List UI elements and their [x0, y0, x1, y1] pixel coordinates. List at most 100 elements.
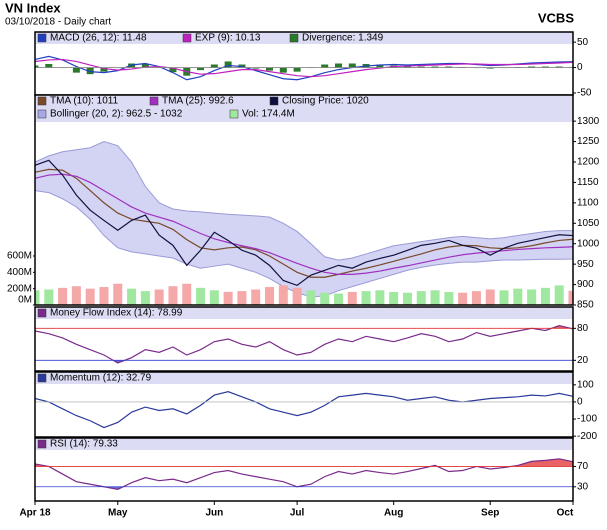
y-tick-label: -50: [577, 88, 592, 99]
volume-bar: [333, 293, 343, 305]
series-line: [35, 173, 573, 275]
panel-border: [34, 94, 574, 306]
legend-bg: [35, 32, 573, 44]
volume-bar: [306, 290, 316, 305]
legend-label: EXP (9): 10.13: [195, 33, 261, 44]
series-line: [35, 458, 573, 490]
legend-label: Closing Price: 1020: [282, 96, 369, 107]
threshold-fill: [35, 458, 573, 467]
divergence-bar: [266, 67, 274, 71]
volume-bar: [265, 287, 275, 305]
y-tick-label: 20: [577, 355, 589, 366]
legend-swatch: [289, 33, 299, 43]
panel-border: [34, 437, 574, 502]
divergence-bar: [431, 66, 439, 68]
legend-bg: [35, 438, 573, 450]
volume-bar: [389, 291, 399, 305]
plot: [35, 391, 573, 429]
x-tick-label: Sep: [481, 508, 499, 519]
legend-swatch: [37, 33, 47, 43]
legend-bg: [35, 95, 573, 122]
y-tick-label: -100: [577, 414, 597, 425]
legend-bg: [35, 307, 573, 319]
legend-swatch: [37, 308, 47, 318]
volume-bar: [499, 290, 509, 305]
legend-swatch: [37, 96, 47, 106]
volume-bar: [196, 287, 206, 305]
divergence-bar: [445, 66, 453, 68]
volume-bar: [113, 283, 123, 305]
y-tick-label: 70: [577, 461, 589, 472]
legend-label: Money Flow Index (14): 78.99: [50, 308, 183, 319]
volume-bar: [237, 291, 247, 305]
legend-swatch: [269, 96, 279, 106]
plot: [35, 141, 573, 305]
volume-bar: [182, 283, 192, 305]
legend-label: Divergence: 1.349: [302, 33, 384, 44]
divergence-bar: [321, 64, 329, 68]
plot: [35, 325, 573, 364]
divergence-bar: [348, 63, 356, 68]
legend-swatch: [37, 109, 47, 119]
volume-bar: [347, 291, 357, 305]
divergence-bar: [141, 64, 149, 68]
divergence-bar: [334, 63, 342, 68]
volume-bar: [71, 286, 81, 305]
legend-label: Bollinger (20, 2): 962.5 - 1032: [50, 109, 183, 120]
volume-bar: [85, 288, 95, 305]
legend-label: RSI (14): 79.33: [50, 439, 118, 450]
y-tick-label: 850: [577, 300, 594, 311]
y-tick-label: -200: [577, 431, 597, 442]
divergence-bar: [376, 64, 384, 68]
volume-bar: [35, 290, 40, 305]
volume-bar: [140, 291, 150, 305]
y-tick-label: 30: [577, 481, 589, 492]
divergence-bar: [528, 66, 536, 68]
y-tick-label: 1250: [577, 136, 600, 147]
legend-swatch: [229, 109, 239, 119]
y2-tick-label: 600M: [7, 251, 32, 262]
legend-label: TMA (10): 1011: [50, 96, 119, 107]
divergence-bar: [45, 64, 53, 68]
volume-bar: [568, 290, 573, 305]
series-line: [35, 391, 573, 429]
plot: [35, 55, 573, 81]
volume-bar: [223, 291, 233, 305]
legend-swatch: [37, 373, 47, 383]
y-tick-label: 50: [577, 37, 589, 48]
volume-bar: [278, 285, 288, 305]
y-tick-label: 100: [577, 379, 594, 390]
divergence-bar: [403, 66, 411, 68]
y-tick-label: 1050: [577, 218, 600, 229]
volume-bar: [251, 289, 261, 305]
y-tick-label: 900: [577, 279, 594, 290]
y-tick-label: 1100: [577, 198, 599, 209]
source: VCBS: [538, 10, 574, 25]
legend-swatch: [182, 33, 192, 43]
bollinger-band: [35, 141, 573, 298]
legend-bg: [35, 372, 573, 384]
y-tick-label: 1150: [577, 177, 599, 188]
volume-bar: [540, 287, 550, 305]
legend-swatch: [149, 96, 159, 106]
volume-bar: [554, 285, 564, 305]
divergence-bar: [197, 67, 205, 71]
divergence-bar: [417, 66, 425, 68]
volume-bar: [485, 289, 495, 305]
divergence-bar: [72, 67, 80, 73]
divergence-bar: [224, 61, 232, 68]
panel-border: [34, 306, 574, 372]
legend-label: Vol: 174.4M: [242, 109, 295, 120]
panel-border: [34, 371, 574, 438]
y-tick-label: 1200: [577, 157, 600, 168]
y-tick-label: 80: [577, 323, 589, 334]
x-tick-label: Oct: [557, 508, 574, 519]
y-tick-label: 0: [577, 397, 583, 408]
divergence-bar: [35, 65, 39, 68]
volume-bar: [209, 290, 219, 305]
volume-bar: [127, 288, 137, 305]
series-line: [35, 58, 573, 78]
x-tick-label: Aug: [384, 508, 403, 519]
volume-bar: [527, 289, 537, 305]
